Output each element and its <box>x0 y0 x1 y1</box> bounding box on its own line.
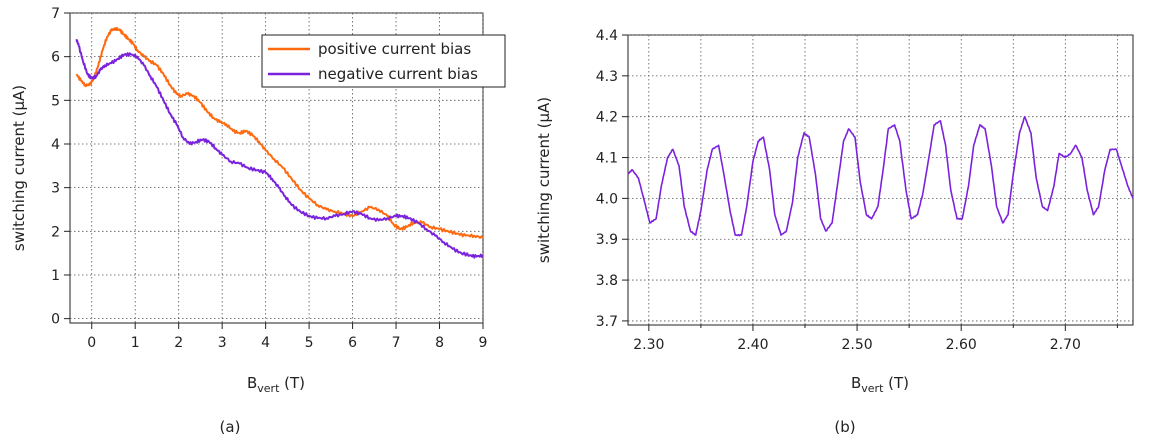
y-tick-label: 4.1 <box>596 151 618 167</box>
x-tick-label: 8 <box>435 335 444 351</box>
series-a <box>75 26 484 259</box>
panel-label-a: (a) <box>220 418 241 436</box>
chart-panel-b: 2.30 2.40 2.50 2.60 2.70 3.7 3.8 3.9 4.0 4.1 4.2 4.… <box>535 28 1134 436</box>
plot-area-b <box>627 34 1134 326</box>
x-axis-label-a: Bvert (T) <box>247 374 305 395</box>
x-tick-label: 2.60 <box>946 337 977 353</box>
chart-panel-a: 0 1 2 3 4 5 6 7 8 9 0 1 2 3 4 5 6 7 switching current (µA… <box>10 6 506 436</box>
x-axis-label-b: Bvert (T) <box>851 374 909 395</box>
series-b <box>627 115 1134 237</box>
x-tick-label: 2.70 <box>1050 337 1081 353</box>
y-axis-label-b: switching current (µA) <box>535 97 553 263</box>
x-axis-label-sub-b: vert <box>861 382 884 395</box>
x-tick-label: 1 <box>131 335 140 351</box>
y-tick-label: 4.3 <box>596 69 618 85</box>
x-tick-label: 4 <box>261 335 270 351</box>
y-tick-label: 5 <box>51 93 60 109</box>
y-tick-label: 4.0 <box>596 191 618 207</box>
x-tick-label: 7 <box>392 335 401 351</box>
y-tick-label: 4.4 <box>596 28 618 44</box>
y-tick-label: 3 <box>51 181 60 197</box>
x-tick-label: 9 <box>479 335 488 351</box>
y-tick-label: 6 <box>51 50 60 66</box>
legend-label-positive: positive current bias <box>318 40 471 58</box>
panel-label-b: (b) <box>834 418 855 436</box>
x-axis-label-unit-a: (T) <box>279 374 305 392</box>
y-tick-label: 3.7 <box>596 314 618 330</box>
grid-b <box>628 34 1133 325</box>
ticks-b: 2.30 2.40 2.50 2.60 2.70 3.7 3.8 3.9 4.0 4.1 4.2 4.… <box>596 28 1118 353</box>
x-tick-label: 2.30 <box>633 337 664 353</box>
x-axis-label-main-a: B <box>247 374 257 392</box>
y-tick-label: 0 <box>51 312 60 328</box>
grid-a <box>70 12 484 323</box>
x-tick-label: 3 <box>218 335 227 351</box>
x-axis-label-sub-a: vert <box>257 382 280 395</box>
ticks-a: 0 1 2 3 4 5 6 7 8 9 0 1 2 3 4 5 6 7 <box>51 6 487 351</box>
legend: positive current bias negative current b… <box>261 34 506 88</box>
series-line-a-0 <box>75 26 484 239</box>
x-axis-label-main-b: B <box>851 374 861 392</box>
legend-box <box>261 34 506 88</box>
x-tick-label: 2.40 <box>737 337 768 353</box>
series-line-a-1 <box>75 39 484 259</box>
x-tick-label: 6 <box>348 335 357 351</box>
x-tick-label: 0 <box>87 335 96 351</box>
series-line-b-0 <box>627 115 1134 237</box>
legend-label-negative: negative current bias <box>318 65 478 83</box>
y-tick-label: 3.8 <box>596 273 618 289</box>
x-tick-label: 2.50 <box>841 337 872 353</box>
plot-area-a <box>69 12 484 324</box>
y-tick-label: 2 <box>51 224 60 240</box>
y-tick-label: 4.2 <box>596 110 618 126</box>
y-axis-label-a: switching current (µA) <box>10 85 28 251</box>
y-tick-label: 4 <box>51 137 60 153</box>
x-axis-label-unit-b: (T) <box>883 374 909 392</box>
x-tick-label: 2 <box>174 335 183 351</box>
y-tick-label: 1 <box>51 268 60 284</box>
x-tick-label: 5 <box>305 335 314 351</box>
y-tick-label: 3.9 <box>596 232 618 248</box>
y-tick-label: 7 <box>51 6 60 22</box>
